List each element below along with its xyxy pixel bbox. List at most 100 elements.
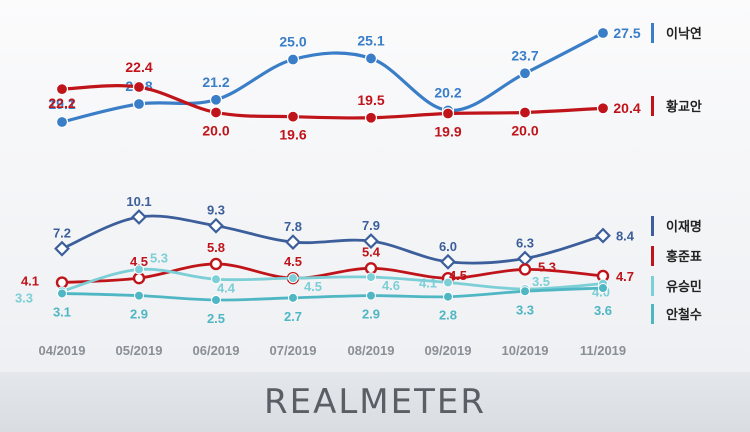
data-label: 22.4 — [125, 59, 152, 75]
data-point — [208, 217, 224, 234]
data-label: 2.9 — [362, 307, 380, 322]
data-label: 3.1 — [53, 304, 71, 319]
data-label: 25.1 — [357, 32, 384, 48]
legend-label: 안철수 — [666, 307, 702, 322]
data-point — [443, 291, 453, 302]
data-label: 4.5 — [449, 268, 467, 283]
legend-swatch — [651, 23, 654, 43]
data-label: 20.0 — [511, 122, 538, 138]
data-label: 3.3 — [15, 290, 33, 305]
data-label: 2.7 — [284, 309, 302, 324]
x-tick-label: 11/2019 — [580, 343, 626, 358]
data-label: 4.1 — [419, 276, 437, 291]
data-point — [517, 250, 533, 267]
data-label: 4.5 — [130, 254, 148, 269]
data-point — [518, 263, 532, 276]
legend-swatch — [651, 216, 654, 236]
series-line — [60, 286, 605, 302]
data-label: 19.9 — [434, 124, 461, 140]
data-point — [364, 262, 378, 275]
legend-item: 유승민 — [651, 276, 702, 296]
legend-item: 홍준표 — [651, 246, 702, 266]
x-tick-label: 09/2019 — [425, 343, 472, 358]
footer: REALMETER — [0, 372, 750, 432]
data-label: 2.9 — [130, 307, 148, 322]
data-point — [132, 97, 146, 111]
legend-swatch — [651, 246, 654, 266]
legend-label: 이낙연 — [666, 26, 702, 41]
x-tick-label: 06/2019 — [193, 343, 240, 358]
data-label: 20.0 — [202, 122, 229, 138]
data-label: 4.5 — [284, 254, 302, 269]
data-label: 7.9 — [362, 218, 380, 233]
series-1-0: 7.2 10.1 9.3 7.8 7.9 6.0 6.3 8.4 — [53, 194, 635, 270]
data-label: 4.6 — [382, 278, 400, 293]
data-label: 6.0 — [439, 239, 457, 254]
legend-item: 이재명 — [651, 216, 702, 236]
data-label: 7.2 — [53, 226, 71, 241]
data-point — [132, 80, 146, 94]
data-label: 5.3 — [150, 250, 168, 265]
data-label: 9.3 — [207, 203, 225, 218]
x-tick-label: 07/2019 — [270, 343, 317, 358]
data-point — [209, 93, 223, 106]
legend-swatch — [651, 276, 654, 296]
data-label: 4.7 — [616, 269, 634, 284]
data-point — [132, 271, 146, 285]
data-point — [363, 233, 379, 249]
series-line — [60, 262, 605, 284]
series-1-3: 3.1 2.9 2.5 2.7 2.9 2.8 3.3 3.6 — [53, 282, 612, 326]
data-label: 3.5 — [532, 274, 550, 289]
data-point — [55, 115, 69, 129]
series-0-1: 22.2 22.4 20.0 19.6 19.5 19.9 20.0 20.4 — [48, 59, 640, 143]
x-tick-label: 08/2019 — [348, 343, 395, 358]
data-point — [518, 67, 532, 80]
data-label: 2.8 — [439, 308, 457, 323]
legend-label: 황교안 — [666, 99, 702, 114]
data-label: 3.6 — [594, 303, 612, 318]
data-point — [595, 227, 611, 244]
data-point — [209, 257, 223, 271]
series-line — [60, 267, 605, 293]
data-label: 27.5 — [613, 25, 640, 41]
data-point — [211, 274, 221, 285]
data-label: 8.4 — [616, 229, 635, 244]
data-point — [366, 272, 376, 283]
data-label: 4.5 — [304, 279, 322, 294]
legend-label: 이재명 — [666, 219, 702, 234]
data-point — [364, 52, 378, 65]
data-point — [134, 264, 144, 275]
legend-label: 홍준표 — [666, 249, 702, 264]
data-point — [211, 295, 221, 305]
data-point — [288, 292, 298, 303]
data-label: 4.4 — [217, 280, 236, 295]
data-label: 7.8 — [284, 219, 302, 234]
data-point — [366, 290, 376, 301]
data-point — [443, 277, 453, 288]
legend-swatch — [651, 96, 654, 116]
data-label: 20.2 — [434, 84, 461, 100]
data-point — [520, 286, 530, 297]
legend-swatch — [651, 304, 654, 324]
data-label: 25.0 — [279, 33, 306, 49]
data-label: 23.7 — [511, 47, 538, 63]
data-point — [134, 290, 144, 301]
data-label: 4.1 — [21, 274, 39, 289]
series-1-2: 3.35.34.44.54.64.13.54.0 — [15, 250, 610, 305]
legend-item: 이낙연 — [651, 23, 702, 43]
data-point — [55, 83, 69, 96]
data-label: 20.4 — [613, 100, 640, 116]
data-point — [518, 106, 532, 119]
data-label: 10.1 — [126, 194, 151, 209]
data-point — [288, 273, 298, 284]
x-tick-label: 10/2019 — [502, 343, 549, 358]
data-point — [286, 53, 300, 66]
data-label: 5.3 — [538, 259, 556, 274]
data-point — [55, 276, 69, 289]
data-label: 5.8 — [207, 240, 225, 255]
data-point — [596, 26, 610, 40]
legend-item: 안철수 — [651, 304, 702, 324]
data-label: 2.5 — [207, 311, 225, 326]
data-point — [209, 106, 223, 119]
